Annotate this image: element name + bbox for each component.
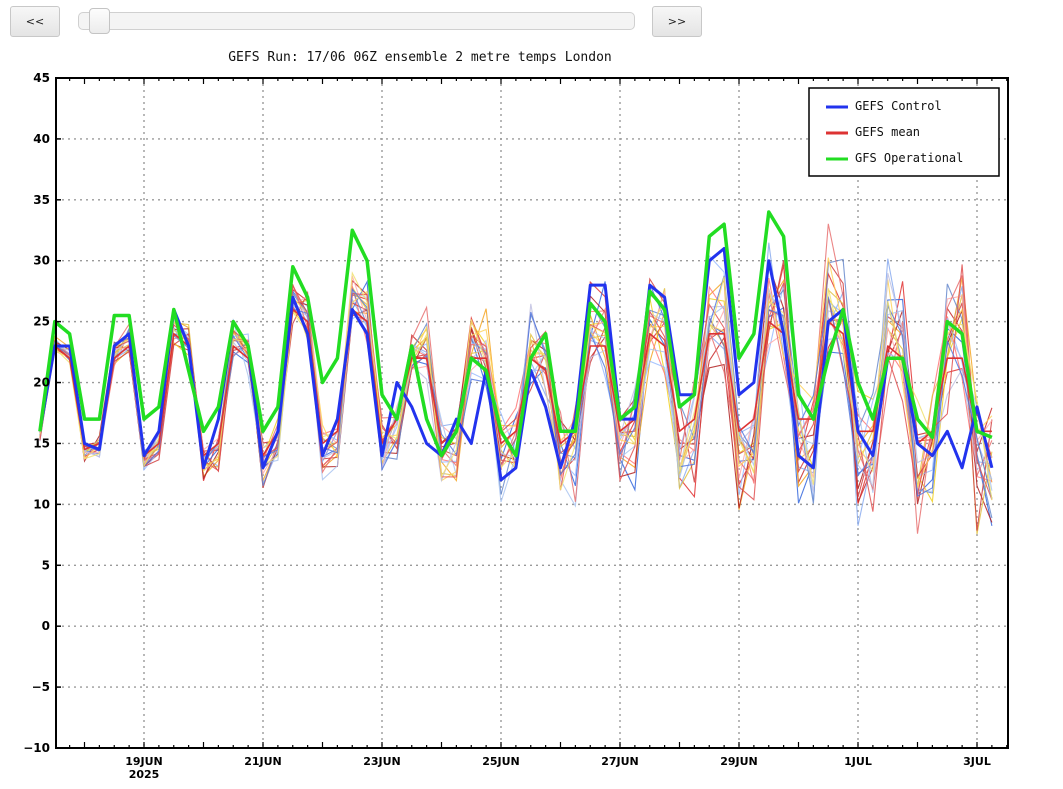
legend-label: GEFS mean xyxy=(855,125,920,139)
xtick-sublabel: 2025 xyxy=(129,768,160,781)
xtick-label: 23JUN xyxy=(363,755,401,768)
xtick-label: 1JUL xyxy=(844,755,872,768)
legend: GEFS Control GEFS mean GFS Operational xyxy=(808,87,1000,177)
xtick-label: 19JUN xyxy=(125,755,163,768)
xtick-label: 25JUN xyxy=(482,755,520,768)
series-lines xyxy=(38,210,994,482)
series-line-gfs-operational xyxy=(38,210,993,458)
ytick-label: 0 xyxy=(42,619,50,633)
xtick-label: 27JUN xyxy=(601,755,639,768)
xtick-label: 21JUN xyxy=(244,755,282,768)
previous-run-button[interactable]: << xyxy=(10,6,60,37)
ytick-label: 25 xyxy=(33,315,50,329)
ensemble-members xyxy=(39,223,993,535)
xtick-label: 3JUL xyxy=(963,755,991,768)
ytick-label: 20 xyxy=(33,376,50,390)
plot-frame xyxy=(55,77,1009,749)
ytick-label: 45 xyxy=(33,71,50,85)
ytick-label: 15 xyxy=(33,436,50,450)
legend-label: GFS Operational xyxy=(855,151,963,165)
legend-label: GEFS Control xyxy=(855,99,942,113)
ytick-label: 35 xyxy=(33,193,50,207)
ensemble-member-line xyxy=(39,265,993,523)
xtick-label: 29JUN xyxy=(720,755,758,768)
run-slider-handle[interactable] xyxy=(88,8,110,34)
series-line-gefs-control xyxy=(38,247,994,482)
ytick-label: 5 xyxy=(42,558,50,572)
ytick-label: −10 xyxy=(23,741,50,755)
ytick-label: 30 xyxy=(33,254,50,268)
next-run-button[interactable]: >> xyxy=(652,6,702,37)
ensemble-member-line xyxy=(39,279,993,527)
ytick-label: 40 xyxy=(33,132,50,146)
ytick-label: −5 xyxy=(32,680,50,694)
chart-title: GEFS Run: 17/06 06Z ensemble 2 metre tem… xyxy=(228,50,612,65)
ytick-label: 10 xyxy=(33,497,50,511)
run-slider-track[interactable] xyxy=(78,12,635,30)
